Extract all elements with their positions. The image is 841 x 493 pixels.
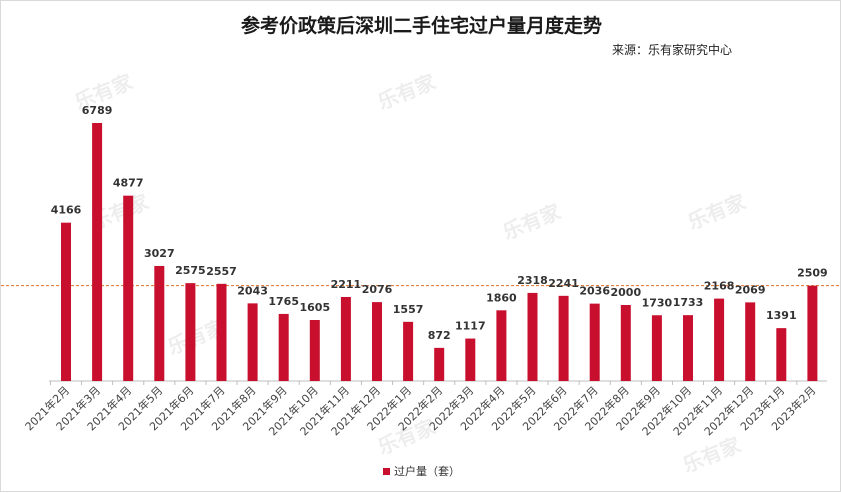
data-label: 2069 (735, 283, 766, 296)
data-label: 2318 (517, 274, 548, 287)
data-label: 2036 (579, 285, 610, 298)
data-label: 1765 (268, 295, 299, 308)
bar (123, 195, 134, 381)
data-label: 2076 (362, 283, 393, 296)
data-label: 2575 (175, 264, 206, 277)
data-label: 4166 (51, 204, 82, 217)
data-label: 4877 (113, 177, 144, 190)
data-label: 2000 (610, 286, 641, 299)
data-label: 1117 (455, 320, 486, 333)
bar (589, 303, 600, 381)
bar (340, 296, 351, 381)
bar (683, 315, 693, 381)
bar (776, 328, 787, 381)
data-label: 1557 (393, 303, 424, 316)
bar (558, 295, 569, 381)
bar (714, 298, 725, 381)
data-label: 1605 (299, 301, 330, 314)
legend-label: 过户量（套） (394, 465, 460, 478)
source-note: 来源：乐有家研究中心 (611, 43, 732, 57)
bar (496, 310, 507, 381)
bar (278, 313, 289, 381)
chart-title: 参考价政策后深圳二手住宅过户量月度走势 (240, 15, 602, 37)
bar (403, 321, 414, 381)
data-label: 2509 (797, 267, 828, 280)
data-label: 1730 (642, 296, 673, 309)
data-label: 3027 (144, 247, 175, 260)
bar (651, 315, 662, 381)
bar (247, 303, 258, 381)
bar (620, 304, 631, 381)
data-label: 2168 (704, 280, 735, 293)
data-label: 872 (428, 329, 451, 342)
data-label: 2241 (548, 277, 579, 290)
bar (465, 338, 476, 381)
data-label: 1733 (673, 296, 704, 309)
bar (309, 320, 320, 381)
bar (92, 123, 103, 381)
bar (61, 222, 71, 381)
data-label: 1860 (486, 291, 517, 304)
data-label: 2211 (331, 278, 362, 291)
bar (372, 302, 382, 381)
data-label: 1391 (766, 309, 797, 322)
bar (745, 302, 756, 381)
bar (807, 285, 818, 381)
bar (185, 283, 196, 381)
bar (216, 283, 227, 381)
data-label: 2043 (237, 284, 268, 297)
bar (154, 265, 165, 381)
data-label: 6789 (82, 104, 113, 117)
data-label: 2557 (206, 265, 237, 278)
bar (527, 292, 538, 381)
legend: 过户量（套） (1, 463, 841, 479)
bar (434, 347, 445, 381)
legend-swatch (383, 467, 390, 475)
